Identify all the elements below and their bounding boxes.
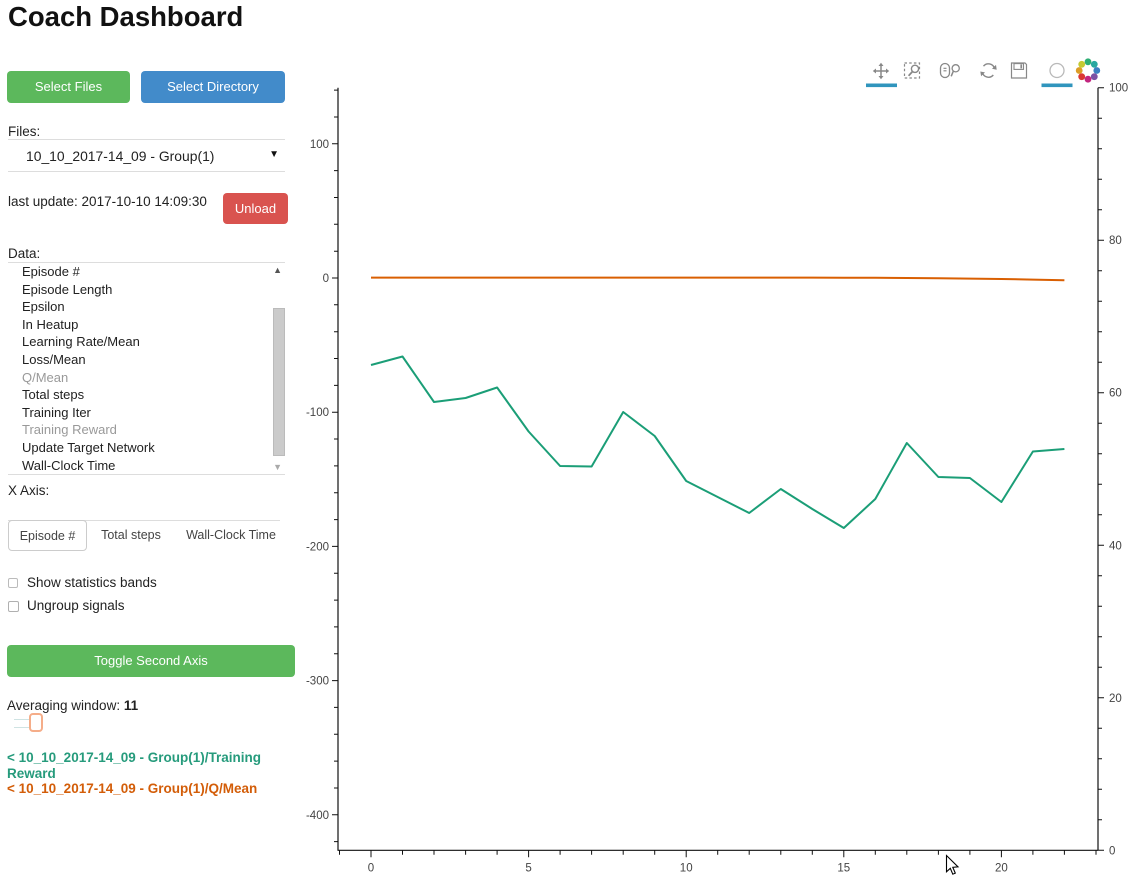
svg-text:-300: -300 xyxy=(306,676,329,688)
svg-text:0: 0 xyxy=(1109,845,1115,857)
svg-text:100: 100 xyxy=(1109,83,1128,95)
svg-text:-200: -200 xyxy=(306,541,329,553)
svg-text:100: 100 xyxy=(310,139,329,151)
svg-text:20: 20 xyxy=(995,863,1008,875)
svg-text:80: 80 xyxy=(1109,235,1122,247)
svg-text:-400: -400 xyxy=(306,810,329,822)
svg-text:10: 10 xyxy=(680,863,693,875)
svg-text:40: 40 xyxy=(1109,540,1122,552)
svg-text:-100: -100 xyxy=(306,407,329,419)
svg-text:0: 0 xyxy=(323,273,329,285)
svg-text:15: 15 xyxy=(837,863,850,875)
svg-text:60: 60 xyxy=(1109,388,1122,400)
svg-text:5: 5 xyxy=(525,863,531,875)
svg-text:20: 20 xyxy=(1109,693,1122,705)
svg-text:0: 0 xyxy=(368,863,374,875)
